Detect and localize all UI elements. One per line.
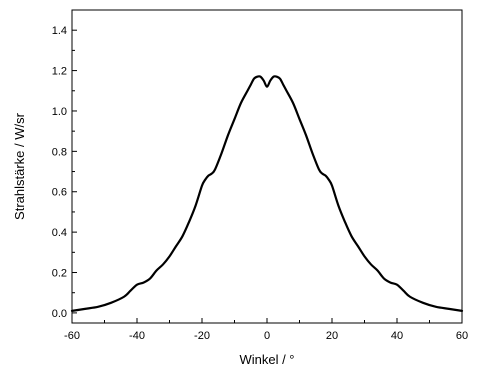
y-tick-label: 0.2 [52, 268, 67, 280]
x-tick-label: -40 [129, 330, 145, 342]
x-tick-label: 40 [391, 330, 403, 342]
x-tick-label: 0 [264, 330, 270, 342]
y-tick-label: 1.2 [52, 66, 67, 78]
x-tick-label: -60 [64, 330, 80, 342]
intensity-curve [70, 75, 464, 312]
tick-group [71, 29, 463, 323]
y-tick-label: 1.0 [52, 106, 67, 118]
y-tick-label: 0.0 [52, 308, 67, 320]
y-tick-label: 1.4 [52, 25, 67, 37]
plot-frame [71, 9, 463, 324]
y-tick-label: 0.4 [52, 227, 67, 239]
y-tick-label: 0.8 [52, 146, 67, 158]
x-axis-title: Winkel / ° [239, 352, 294, 367]
x-tick-label: -20 [194, 330, 210, 342]
tick-label-group: -60 -40 -20 0 20 40 60 0.0 0.2 0.4 0.6 0.8 1.0 1.2 1.4 [52, 25, 468, 342]
x-tick-label: 20 [326, 330, 338, 342]
x-tick-label: 60 [456, 330, 468, 342]
y-tick-label: 0.6 [52, 187, 67, 199]
y-axis-title: Strahlstärke / W/sr [12, 112, 27, 220]
